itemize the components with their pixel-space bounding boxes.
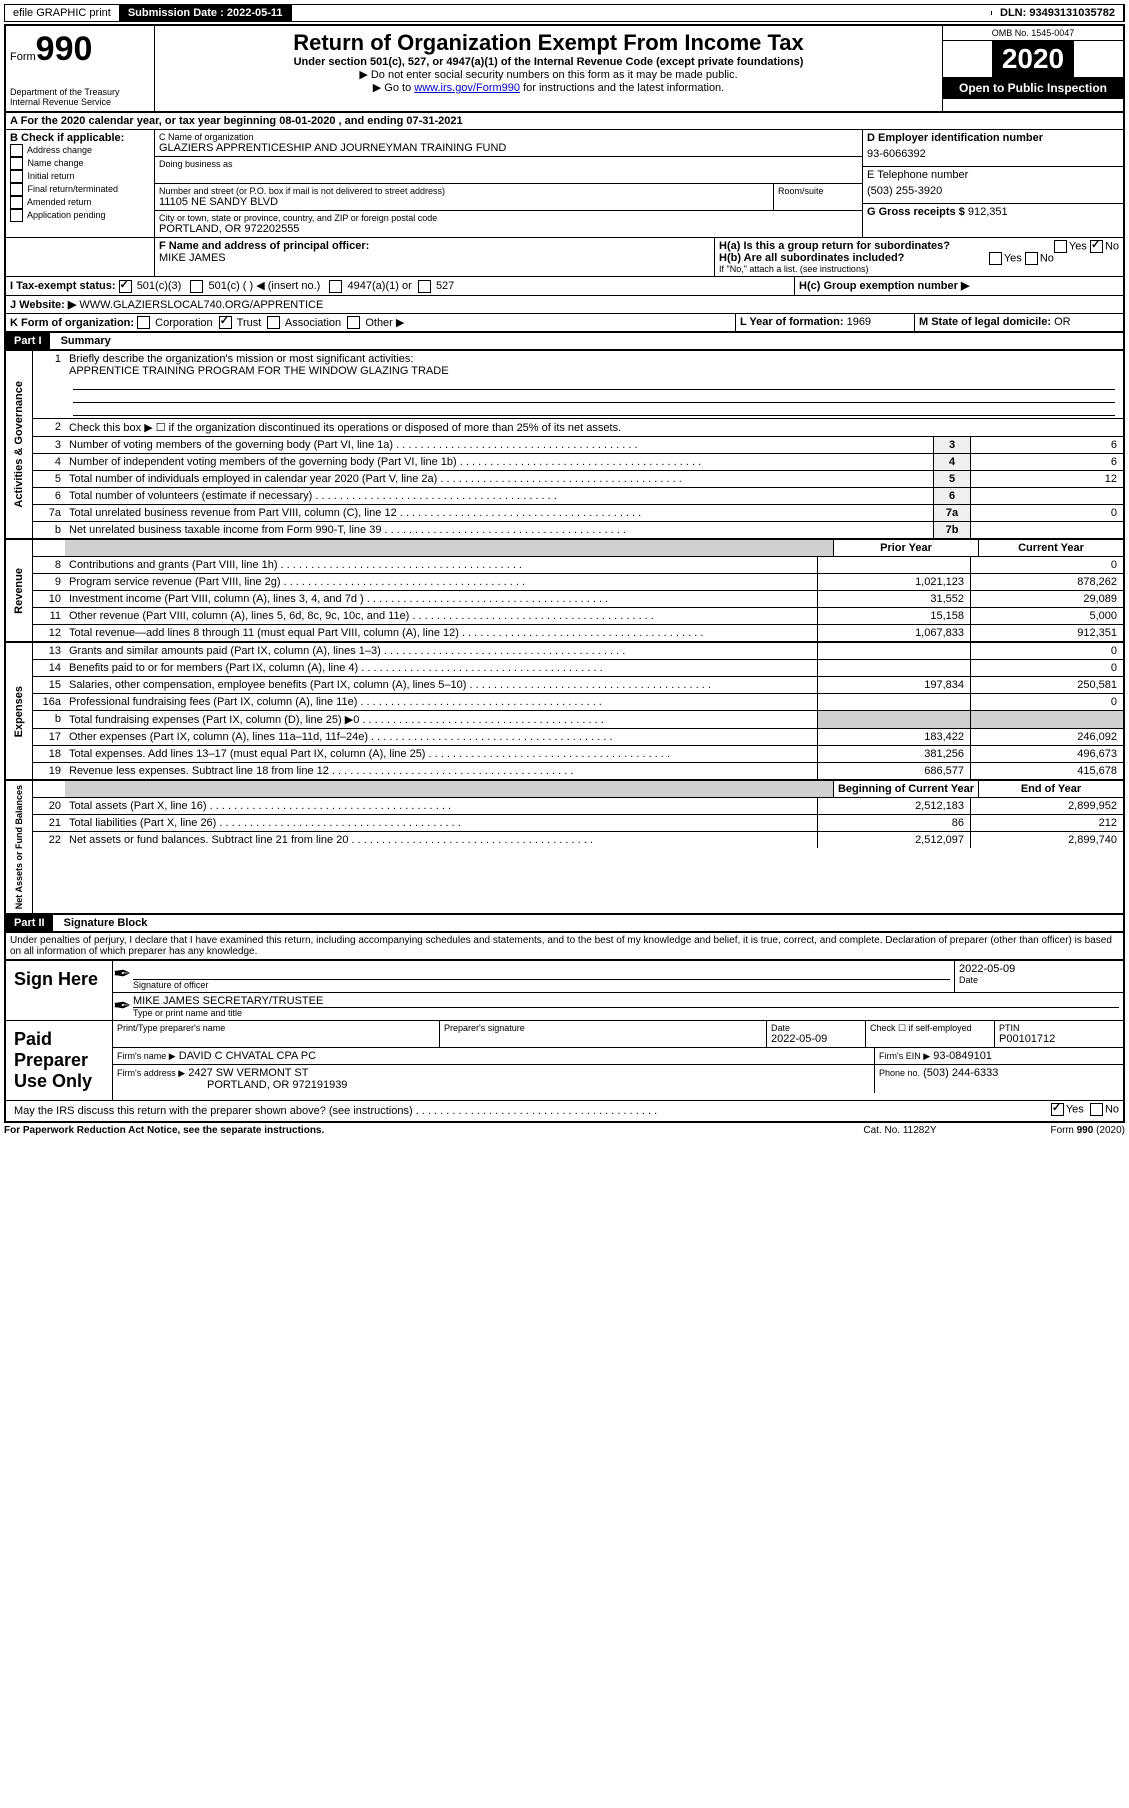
part1-bar: Part I Summary bbox=[4, 333, 1125, 351]
b-checkboxes: B Check if applicable: Address change Na… bbox=[6, 130, 155, 237]
officer: MIKE JAMES bbox=[159, 252, 710, 264]
phone: (503) 255-3920 bbox=[867, 181, 1119, 201]
footer: For Paperwork Reduction Act Notice, see … bbox=[4, 1123, 1125, 1138]
dept-treasury: Department of the TreasuryInternal Reven… bbox=[10, 87, 150, 107]
d-e-g-block: D Employer identification number 93-6066… bbox=[862, 130, 1123, 237]
summary-line: 14Benefits paid to or for members (Part … bbox=[33, 660, 1123, 677]
summary-line: 21Total liabilities (Part X, line 26)862… bbox=[33, 815, 1123, 832]
summary-line: 16aProfessional fundraising fees (Part I… bbox=[33, 694, 1123, 711]
mission: APPRENTICE TRAINING PROGRAM FOR THE WIND… bbox=[69, 365, 449, 377]
summary-line: 15Salaries, other compensation, employee… bbox=[33, 677, 1123, 694]
revenue-section: Revenue Prior Year Current Year 8Contrib… bbox=[4, 540, 1125, 643]
summary-line: 7aTotal unrelated business revenue from … bbox=[33, 505, 1123, 522]
form-number-block: Form990 Department of the TreasuryIntern… bbox=[6, 26, 155, 111]
j-row: J Website: ▶ WWW.GLAZIERSLOCAL740.ORG/AP… bbox=[4, 296, 1125, 314]
summary-line: 11Other revenue (Part VIII, column (A), … bbox=[33, 608, 1123, 625]
summary-line: 20Total assets (Part X, line 16)2,512,18… bbox=[33, 798, 1123, 815]
b-option[interactable]: Address change bbox=[10, 144, 150, 157]
open-public: Open to Public Inspection bbox=[943, 77, 1123, 99]
part1-title: Summary bbox=[53, 335, 111, 347]
c-block: C Name of organization GLAZIERS APPRENTI… bbox=[155, 130, 862, 237]
b-option[interactable]: Initial return bbox=[10, 170, 150, 183]
irs-link[interactable]: www.irs.gov/Form990 bbox=[414, 82, 520, 94]
note-ssn: ▶ Do not enter social security numbers o… bbox=[159, 68, 938, 81]
website: WWW.GLAZIERSLOCAL740.ORG/APPRENTICE bbox=[79, 299, 323, 311]
b-option[interactable]: Name change bbox=[10, 157, 150, 170]
officer-name: MIKE JAMES SECRETARY/TRUSTEE bbox=[133, 995, 1119, 1008]
top-bar: efile GRAPHIC print Submission Date : 20… bbox=[4, 4, 1125, 22]
f-h-row: F Name and address of principal officer:… bbox=[4, 238, 1125, 277]
netassets-section: Net Assets or Fund Balances Beginning of… bbox=[4, 781, 1125, 915]
note-link: ▶ Go to www.irs.gov/Form990 for instruct… bbox=[159, 81, 938, 94]
summary-line: 19Revenue less expenses. Subtract line 1… bbox=[33, 763, 1123, 779]
summary-line: bNet unrelated business taxable income f… bbox=[33, 522, 1123, 538]
street: 11105 NE SANDY BLVD bbox=[159, 196, 769, 208]
form-title-block: Return of Organization Exempt From Incom… bbox=[155, 26, 943, 111]
tax-year: 2020 bbox=[992, 41, 1074, 77]
form-word: Form bbox=[10, 51, 36, 63]
summary-line: 22Net assets or fund balances. Subtract … bbox=[33, 832, 1123, 848]
i-row: I Tax-exempt status: 501(c)(3) 501(c) ( … bbox=[4, 277, 1125, 296]
expenses-section: Expenses 13Grants and similar amounts pa… bbox=[4, 643, 1125, 781]
efile-label[interactable]: efile GRAPHIC print bbox=[5, 5, 120, 21]
501c3-checkbox[interactable] bbox=[119, 280, 132, 293]
summary-line: 13Grants and similar amounts paid (Part … bbox=[33, 643, 1123, 660]
summary-line: 3Number of voting members of the governi… bbox=[33, 437, 1123, 454]
klm-row: K Form of organization: Corporation Trus… bbox=[4, 314, 1125, 334]
summary-line: 8Contributions and grants (Part VIII, li… bbox=[33, 557, 1123, 574]
summary-line: 10Investment income (Part VIII, column (… bbox=[33, 591, 1123, 608]
b-option[interactable]: Amended return bbox=[10, 196, 150, 209]
form-990: 990 bbox=[36, 30, 93, 68]
form-title: Return of Organization Exempt From Incom… bbox=[159, 30, 938, 56]
org-name: GLAZIERS APPRENTICESHIP AND JOURNEYMAN T… bbox=[159, 142, 858, 154]
summary-line: 17Other expenses (Part IX, column (A), l… bbox=[33, 729, 1123, 746]
part1-header: Part I bbox=[6, 333, 50, 349]
year-block: OMB No. 1545-0047 2020 Open to Public In… bbox=[943, 26, 1123, 111]
part2-bar: Part II Signature Block bbox=[4, 915, 1125, 933]
bcdeg-row: B Check if applicable: Address change Na… bbox=[4, 130, 1125, 238]
form-subtitle: Under section 501(c), 527, or 4947(a)(1)… bbox=[159, 56, 938, 68]
gross-receipts: 912,351 bbox=[968, 206, 1008, 218]
summary-line: 6Total number of volunteers (estimate if… bbox=[33, 488, 1123, 505]
summary-line: bTotal fundraising expenses (Part IX, co… bbox=[33, 711, 1123, 729]
b-option[interactable]: Final return/terminated bbox=[10, 183, 150, 196]
spacer bbox=[292, 11, 992, 15]
b-option[interactable]: Application pending bbox=[10, 209, 150, 222]
perjury: Under penalties of perjury, I declare th… bbox=[4, 933, 1125, 961]
ein: 93-6066392 bbox=[867, 144, 1119, 164]
summary-line: 18Total expenses. Add lines 13–17 (must … bbox=[33, 746, 1123, 763]
summary-line: 4Number of independent voting members of… bbox=[33, 454, 1123, 471]
summary-line: 9Program service revenue (Part VIII, lin… bbox=[33, 574, 1123, 591]
form-header: Form990 Department of the TreasuryIntern… bbox=[4, 24, 1125, 113]
signature-block: Sign Here ✒ Signature of officer 2022-05… bbox=[4, 961, 1125, 1123]
dln: DLN: 93493131035782 bbox=[992, 5, 1124, 21]
summary-line: 5Total number of individuals employed in… bbox=[33, 471, 1123, 488]
ag-section: Activities & Governance 1 Briefly descri… bbox=[4, 351, 1125, 540]
period-row: A For the 2020 calendar year, or tax yea… bbox=[4, 113, 1125, 130]
summary-line: 12Total revenue—add lines 8 through 11 (… bbox=[33, 625, 1123, 641]
city: PORTLAND, OR 972202555 bbox=[159, 223, 858, 235]
submission-date: Submission Date : 2022-05-11 bbox=[120, 5, 292, 21]
